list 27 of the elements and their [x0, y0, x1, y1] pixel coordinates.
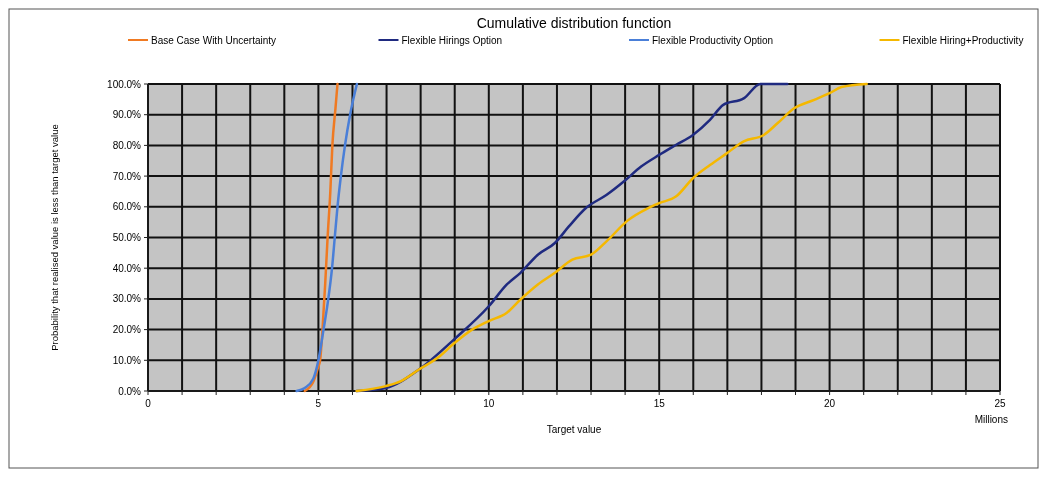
- line-series: [295, 82, 359, 393]
- y-tick-label: 50.0%: [112, 232, 142, 243]
- text: Millions: [974, 414, 1008, 425]
- x-axis-title: Target value: [546, 424, 602, 435]
- y-tick-label: 30.0%: [112, 293, 142, 305]
- y-tick-label: 60.0%: [112, 201, 142, 213]
- x-tick-label: 5: [315, 398, 322, 409]
- line-series: [355, 82, 868, 393]
- y-axis-title: Probability that realised value is less than target value: [49, 124, 60, 351]
- legend-label: Flexible Hirings Option: [401, 35, 503, 46]
- y-tick-label: 100.0%: [107, 78, 142, 90]
- y-tick-label: 80.0%: [112, 139, 142, 151]
- y-tick-label: 0.0%: [118, 385, 142, 397]
- x-tick-label: 0: [145, 398, 152, 409]
- chart-title: Cumulative distribution function: [476, 15, 672, 31]
- legend-label: Flexible Productivity Option: [652, 35, 774, 46]
- y-tick-label: 20.0%: [112, 324, 142, 336]
- x-tick-label: 25: [994, 398, 1006, 409]
- y-tick-label: 10.0%: [112, 354, 142, 366]
- legend-label: Flexible Hiring+Productivity: [902, 35, 1024, 46]
- x-tick-label: 15: [653, 398, 666, 409]
- x-tick-label: 20: [824, 398, 836, 409]
- legend-label: Base Case With Uncertainty: [151, 35, 277, 46]
- y-tick-label: 70.0%: [112, 170, 142, 182]
- y-tick-label: 90.0%: [112, 109, 142, 121]
- x-tick-label: 10: [483, 398, 495, 409]
- y-tick-label: 40.0%: [112, 262, 142, 274]
